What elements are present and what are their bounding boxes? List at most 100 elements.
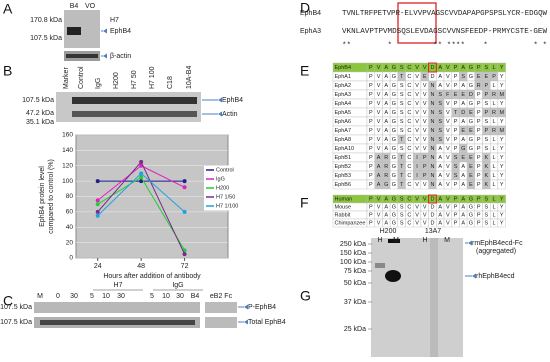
band-label: (aggregated) xyxy=(476,248,516,255)
lane-label: IgG xyxy=(95,78,102,89)
lane-label: 30 xyxy=(176,293,184,300)
residue: P xyxy=(369,74,373,80)
residue: P xyxy=(477,65,481,71)
band-label: Actin xyxy=(222,111,238,118)
residue: P xyxy=(477,101,481,107)
residue: V xyxy=(415,92,419,98)
residue: C xyxy=(407,164,411,170)
residue: G xyxy=(469,220,473,226)
residue: C xyxy=(407,155,411,161)
residue: V xyxy=(377,220,381,226)
blot xyxy=(56,92,201,122)
arrowhead xyxy=(468,240,472,246)
group-label: IgG xyxy=(172,282,183,289)
residue: L xyxy=(493,65,496,71)
marker-label: 107.5 kDa xyxy=(0,304,32,311)
residue: V xyxy=(446,164,450,170)
panel-label: B xyxy=(3,63,12,79)
data-point xyxy=(139,179,144,184)
lane-label: Marker xyxy=(63,67,70,89)
residue: A xyxy=(438,204,442,210)
residue: P xyxy=(369,101,373,107)
residue-cell xyxy=(497,218,506,228)
lane-label: 0 xyxy=(56,293,60,300)
residue: P xyxy=(454,182,458,188)
panel-label: E xyxy=(300,63,309,79)
legend-box xyxy=(204,183,250,193)
residue: A xyxy=(384,204,388,210)
residue: V xyxy=(446,83,450,89)
residue: A xyxy=(384,220,388,226)
residue: C xyxy=(407,128,411,134)
residue: A xyxy=(377,182,381,188)
legend-box xyxy=(204,192,250,202)
residue: E xyxy=(485,74,489,80)
residue: G xyxy=(461,146,465,152)
band-label: EphB4 xyxy=(110,28,131,35)
residue: E xyxy=(469,173,473,179)
residue: Y xyxy=(500,155,504,161)
data-point xyxy=(139,159,144,164)
residue: D xyxy=(430,74,434,80)
data-point xyxy=(182,185,187,190)
residue: N xyxy=(430,83,434,89)
residue: D xyxy=(461,110,465,116)
band-label: β-actin xyxy=(110,53,131,60)
legend-box xyxy=(204,165,250,175)
residue: S xyxy=(400,83,404,89)
residue: G xyxy=(392,74,396,80)
residue: G xyxy=(392,137,396,143)
residue: L xyxy=(493,164,496,170)
data-point xyxy=(95,179,100,184)
residue: P xyxy=(477,110,481,116)
lane-label: 30 xyxy=(117,293,125,300)
legend-label: H7 1/100 xyxy=(216,203,238,209)
residue: S xyxy=(438,101,442,107)
row-name: EphA4 xyxy=(335,101,352,107)
y-tick-label: 20 xyxy=(66,239,74,246)
residue: V xyxy=(423,146,427,152)
residue: D xyxy=(430,220,434,226)
residue: C xyxy=(407,182,411,188)
residue: V xyxy=(377,212,381,218)
y-axis-label: compared to control (%) xyxy=(48,159,55,234)
residue: R xyxy=(492,92,496,98)
arrowhead xyxy=(244,304,248,310)
residue: A xyxy=(438,164,442,170)
residue: P xyxy=(369,204,373,210)
blot xyxy=(205,317,237,328)
row-name: EphA2 xyxy=(335,83,352,89)
residue: C xyxy=(407,110,411,116)
residue: D xyxy=(469,92,473,98)
residue: A xyxy=(438,155,442,161)
residue: N xyxy=(430,173,434,179)
residue: V xyxy=(415,212,419,218)
residue: P xyxy=(454,74,458,80)
residue: V xyxy=(415,101,419,107)
legend-label: Control xyxy=(216,167,234,173)
marker-label: 107.5 kDa xyxy=(30,35,62,42)
residue: A xyxy=(384,83,388,89)
residue: L xyxy=(493,137,496,143)
residue: A xyxy=(461,220,465,226)
highlight-box xyxy=(397,2,437,44)
residue: P xyxy=(477,196,481,202)
residue: S xyxy=(454,164,458,170)
x-axis-label: Hours after addition of antibody xyxy=(103,273,201,280)
residue: M xyxy=(499,128,504,134)
conservation: ** * ** **** * * * xyxy=(342,42,547,50)
residue: A xyxy=(461,196,465,202)
band xyxy=(40,320,195,325)
band xyxy=(385,270,401,282)
residue: P xyxy=(485,110,489,116)
residue: C xyxy=(407,212,411,218)
residue: G xyxy=(469,196,473,202)
residue: V xyxy=(423,137,427,143)
residue: G xyxy=(392,204,396,210)
residue: V xyxy=(423,220,427,226)
y-tick-label: 160 xyxy=(62,132,73,139)
residue: S xyxy=(400,128,404,134)
y-tick-label: 140 xyxy=(62,147,73,154)
residue: E xyxy=(461,92,465,98)
residue: V xyxy=(446,220,450,226)
